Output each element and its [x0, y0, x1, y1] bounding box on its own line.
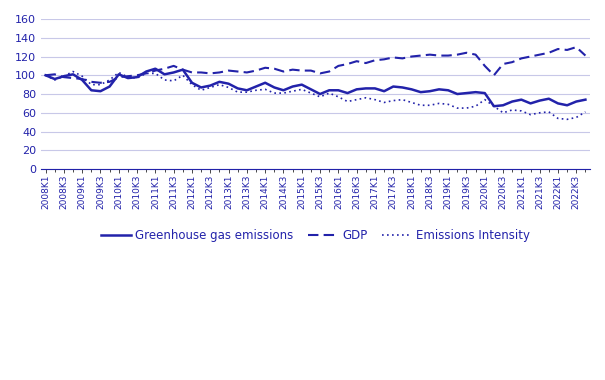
Legend: Greenhouse gas emissions, GDP, Emissions Intensity: Greenhouse gas emissions, GDP, Emissions… [97, 225, 534, 247]
